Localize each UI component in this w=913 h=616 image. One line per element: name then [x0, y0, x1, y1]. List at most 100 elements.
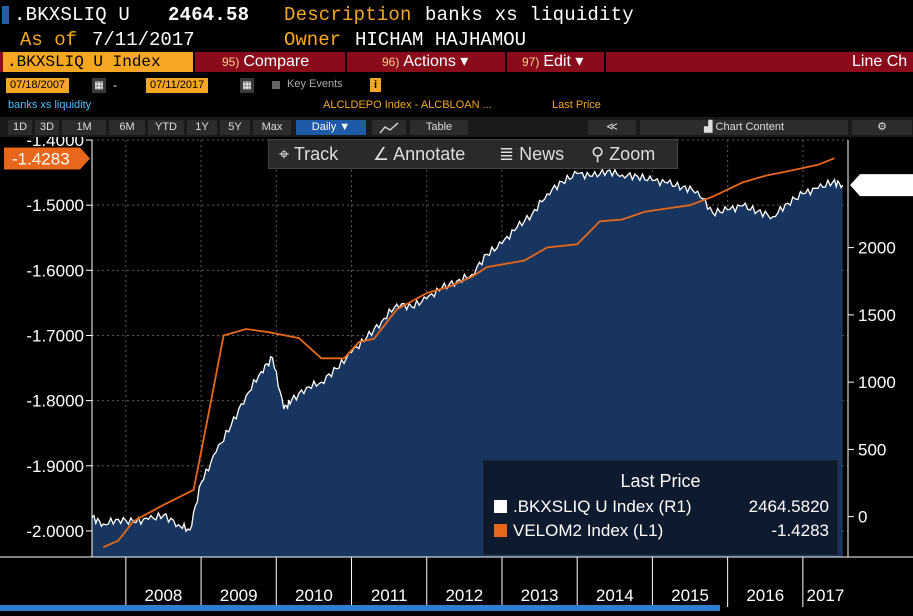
legend-label-bkxsliq: .BKXSLIQ U Index (R1): [513, 497, 692, 516]
description-label: Description: [284, 4, 412, 26]
period-1m[interactable]: 1M: [62, 120, 106, 135]
right-tick-label-0: 2000: [858, 239, 896, 258]
actions-dropdown-icon: ▾: [460, 53, 469, 70]
end-calendar-icon[interactable]: ▦: [240, 78, 254, 93]
left-tick-label-1: -1.5000: [26, 196, 84, 215]
compare-label: Compare: [243, 53, 310, 70]
legend-value-velom2: -1.4283: [771, 521, 829, 540]
left-tick-label-5: -1.9000: [26, 457, 84, 476]
crosshair-icon: ⌖: [279, 144, 294, 164]
compare-button[interactable]: 95) Compare: [222, 52, 309, 72]
chart-style-icon[interactable]: [372, 120, 406, 135]
annotate-label: Annotate: [393, 144, 466, 164]
owner-label: Owner: [284, 29, 342, 51]
left-tick-label-4: -1.8000: [26, 392, 84, 411]
left-tick-label-2: -1.6000: [26, 261, 84, 280]
title-bar: .BKXSLIQ U 2464.58 Description banks xs …: [0, 0, 913, 52]
right-tick-label-4: 0: [858, 508, 867, 527]
legend-row-bkxsliq: .BKXSLIQ U Index (R1): [494, 497, 692, 517]
owner-value: HICHAM HAJHAMOU: [355, 29, 527, 51]
security-field[interactable]: .BKXSLIQ U Index: [3, 52, 193, 72]
right-tick-label-2: 1000: [858, 373, 896, 392]
edit-number: 97): [522, 55, 540, 69]
command-bar: .BKXSLIQ U Index 95) Compare 96) Actions ▾…: [0, 52, 913, 72]
legend-title: Last Price: [620, 471, 701, 491]
period-1y[interactable]: 1Y: [187, 120, 217, 135]
track-label: Track: [293, 144, 339, 164]
actions-label: Actions: [403, 53, 456, 70]
edit-dropdown-icon: ▾: [575, 53, 584, 70]
info-icon[interactable]: i: [370, 78, 381, 92]
magnifier-icon: ⚲: [591, 144, 610, 164]
news-icon: ≣: [499, 144, 520, 164]
year-label-9: 2017: [807, 586, 845, 605]
collapse-button[interactable]: ≪: [588, 120, 636, 135]
chart-content-button[interactable]: ▟ Chart Content: [640, 120, 848, 135]
year-label-0: 2008: [145, 586, 183, 605]
left-tick-label-3: -1.7000: [26, 326, 84, 345]
series-caption-row: banks xs liquidity ALCLDEPO Index - ALCB…: [0, 96, 913, 113]
asof-label: As of: [20, 29, 78, 51]
news-button[interactable]: ≣ News: [499, 143, 564, 165]
date-dash: -: [113, 78, 117, 92]
period-5y[interactable]: 5Y: [220, 120, 250, 135]
legend-swatch-white: [494, 500, 507, 513]
description-value: banks xs liquidity: [425, 4, 634, 26]
start-calendar-icon[interactable]: ▦: [92, 78, 106, 93]
date-range-row: 07/18/2007 ▦ - 07/11/2017 ▦ Key Events i: [0, 72, 913, 96]
left-current-tag-label: -1.4283: [12, 149, 70, 168]
year-label-3: 2011: [371, 586, 408, 605]
period-3d[interactable]: 3D: [35, 120, 59, 135]
period-toolbar: 1D 3D 1M 6M YTD 1Y 5Y Max Daily ▼ Table …: [0, 117, 913, 137]
legend-label-velom2: VELOM2 Index (L1): [513, 521, 664, 540]
chart-type-button[interactable]: Line Ch: [852, 53, 908, 70]
ticker-flag: [2, 6, 9, 24]
ticker-symbol: .BKXSLIQ U: [14, 4, 131, 26]
series-line-velom2: [102, 157, 835, 549]
right-current-tag: [850, 174, 913, 197]
year-label-4: 2012: [445, 586, 483, 605]
track-button[interactable]: ⌖ Track: [279, 143, 338, 165]
year-label-6: 2014: [596, 586, 634, 605]
chart-legend: Last Price .BKXSLIQ U Index (R1) 2464.58…: [483, 460, 838, 555]
compare-number: 95): [222, 55, 240, 69]
chart-content-icon: ▟: [704, 121, 716, 133]
actions-button[interactable]: 96) Actions ▾: [382, 52, 468, 72]
right-tick-label-3: 500: [858, 440, 886, 459]
annotate-button[interactable]: ∠ Annotate: [373, 143, 465, 165]
left-tick-label-6: -2.0000: [26, 522, 84, 541]
gear-icon[interactable]: ⚙: [852, 120, 912, 135]
zoom-button[interactable]: ⚲ Zoom: [591, 143, 655, 165]
period-1d[interactable]: 1D: [8, 120, 32, 135]
year-label-1: 2009: [220, 586, 258, 605]
key-events-checkbox[interactable]: [272, 81, 280, 89]
table-button[interactable]: Table: [410, 120, 468, 135]
ticker-price: 2464.58: [168, 4, 250, 26]
series-caption-right: Last Price: [552, 99, 601, 111]
frequency-dropdown[interactable]: Daily ▼: [296, 120, 366, 135]
chart-content-label: Chart Content: [715, 121, 784, 133]
legend-swatch-orange: [494, 524, 507, 537]
actions-number: 96): [382, 55, 400, 69]
year-label-5: 2013: [521, 586, 559, 605]
edit-button[interactable]: 97) Edit ▾: [522, 52, 583, 72]
bottom-scroll-strip: [0, 605, 720, 611]
year-label-8: 2016: [746, 586, 784, 605]
zoom-label: Zoom: [609, 144, 656, 164]
period-ytd[interactable]: YTD: [148, 120, 184, 135]
right-current-tag-label: 2464.5: [862, 176, 913, 195]
start-date-field[interactable]: 07/18/2007: [6, 78, 70, 93]
legend-row-velom2: VELOM2 Index (L1): [494, 521, 663, 541]
news-label: News: [519, 144, 565, 164]
end-date-field[interactable]: 07/11/2017: [146, 78, 209, 93]
year-label-2: 2010: [295, 586, 333, 605]
period-6m[interactable]: 6M: [109, 120, 145, 135]
asof-date: 7/11/2017: [92, 29, 195, 51]
key-events-label: Key Events: [287, 78, 343, 90]
left-current-tag: [4, 147, 90, 170]
right-tick-label-1: 1500: [858, 306, 896, 325]
year-label-7: 2015: [671, 586, 709, 605]
legend-value-bkxsliq: 2464.5820: [748, 497, 829, 516]
pencil-icon: ∠: [373, 144, 394, 164]
period-max[interactable]: Max: [253, 120, 291, 135]
